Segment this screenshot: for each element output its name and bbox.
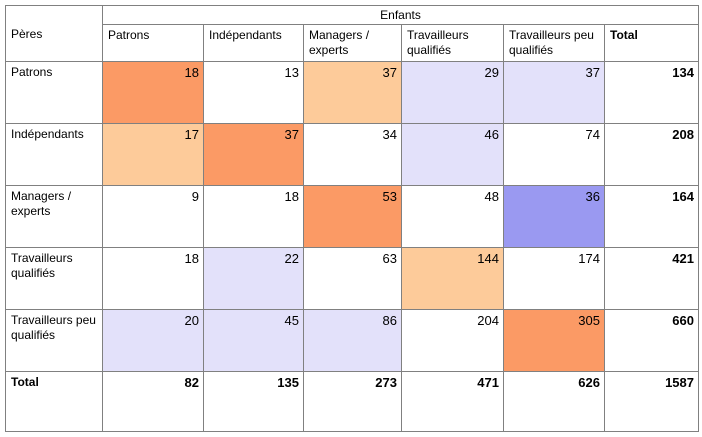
row-label-travailleurs-peu-qualifies: Travailleurs peu qualifiés	[5, 309, 103, 372]
cell-r1-c4: 74	[503, 123, 605, 186]
cell-grand-total: 1587	[604, 371, 699, 432]
cell-r0-c4: 37	[503, 61, 605, 124]
cell-r2-c3: 48	[401, 185, 504, 248]
cell-r1-total: 208	[604, 123, 699, 186]
row-label-patrons: Patrons	[5, 61, 103, 124]
row-label-managers-experts: Managers / experts	[5, 185, 103, 248]
row-label-total: Total	[5, 371, 103, 432]
cell-r0-total: 134	[604, 61, 699, 124]
cell-r4-c2: 86	[303, 309, 402, 372]
table-row-travailleurs-peu-qualifies: Travailleurs peu qualifiés 20 45 86 204 …	[5, 309, 699, 372]
cell-total-c0: 82	[102, 371, 204, 432]
cell-r2-c0: 9	[102, 185, 204, 248]
cell-r3-c4: 174	[503, 247, 605, 310]
col-header-travailleurs-peu-qualifies: Travailleurs peu qualifiés	[503, 24, 605, 62]
cell-total-c1: 135	[203, 371, 304, 432]
cell-r0-c0: 18	[102, 61, 204, 124]
cell-r4-c0: 20	[102, 309, 204, 372]
cell-total-c4: 626	[503, 371, 605, 432]
cell-r0-c2: 37	[303, 61, 402, 124]
table-row-independants: Indépendants 17 37 34 46 74 208	[5, 123, 699, 186]
col-header-independants: Indépendants	[203, 24, 304, 62]
cell-r4-c4: 305	[503, 309, 605, 372]
column-dimension-label: Enfants	[102, 5, 699, 25]
cell-r0-c3: 29	[401, 61, 504, 124]
col-header-patrons: Patrons	[102, 24, 204, 62]
cell-r4-c3: 204	[401, 309, 504, 372]
cell-r4-c1: 45	[203, 309, 304, 372]
cell-r2-total: 164	[604, 185, 699, 248]
table-row-travailleurs-qualifies: Travailleurs qualifiés 18 22 63 144 174 …	[5, 247, 699, 310]
cell-r0-c1: 13	[203, 61, 304, 124]
cell-r3-c0: 18	[102, 247, 204, 310]
row-label-independants: Indépendants	[5, 123, 103, 186]
cell-r3-c2: 63	[303, 247, 402, 310]
col-header-travailleurs-qualifies: Travailleurs qualifiés	[401, 24, 504, 62]
cell-r2-c1: 18	[203, 185, 304, 248]
table-row-managers-experts: Managers / experts 9 18 53 48 36 164	[5, 185, 699, 248]
col-header-total: Total	[604, 24, 699, 62]
column-header-row: Patrons Indépendants Managers / experts …	[6, 24, 699, 62]
cell-r1-c1: 37	[203, 123, 304, 186]
cell-r2-c4: 36	[503, 185, 605, 248]
cell-r3-c3: 144	[401, 247, 504, 310]
cell-r1-c3: 46	[401, 123, 504, 186]
table-row-total: Total 82 135 273 471 626 1587	[5, 371, 699, 432]
group-header-row: Pères Enfants	[5, 5, 699, 62]
cell-total-c2: 273	[303, 371, 402, 432]
row-label-travailleurs-qualifies: Travailleurs qualifiés	[5, 247, 103, 310]
cell-r3-c1: 22	[203, 247, 304, 310]
cell-r4-total: 660	[604, 309, 699, 372]
table-row-patrons: Patrons 18 13 37 29 37 134	[5, 61, 699, 124]
cell-r1-c0: 17	[102, 123, 204, 186]
cell-r1-c2: 34	[303, 123, 402, 186]
mobility-table: Pères Enfants Patrons Indépendants Manag…	[5, 5, 699, 432]
row-dimension-label: Pères	[5, 5, 103, 62]
cell-total-c3: 471	[401, 371, 504, 432]
cell-r2-c2: 53	[303, 185, 402, 248]
col-header-managers-experts: Managers / experts	[303, 24, 402, 62]
cell-r3-total: 421	[604, 247, 699, 310]
